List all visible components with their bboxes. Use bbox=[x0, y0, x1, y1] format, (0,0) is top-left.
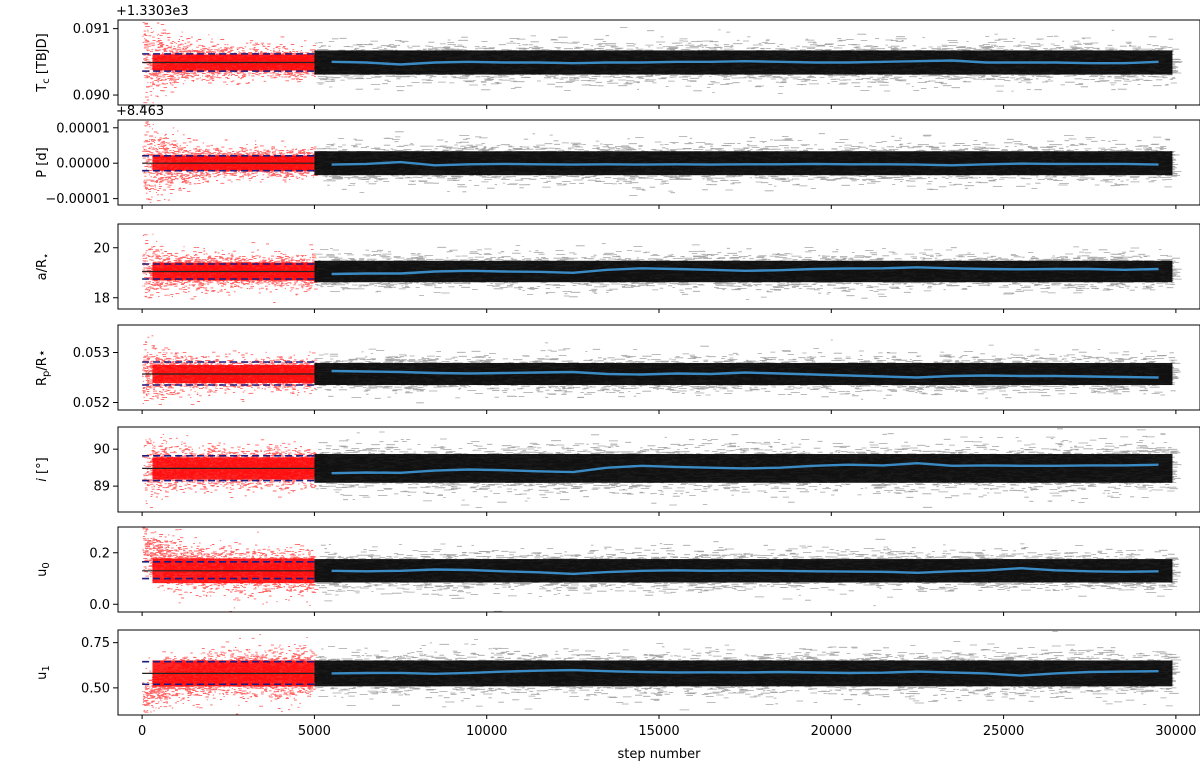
y-axis-label: Tc [TBJD] bbox=[35, 33, 52, 92]
y-axis-label-subscript: ⋆ bbox=[41, 253, 52, 259]
y-axis-label-subscript: p bbox=[41, 371, 52, 377]
panel-5: 89 90 i [°] bbox=[35, 426, 1200, 516]
panel-4: 0.052 0.053 Rp/R⋆ bbox=[35, 324, 1200, 414]
plot-area bbox=[142, 527, 1181, 612]
y-axis-label-main: i bbox=[35, 478, 50, 482]
burn-in-samples bbox=[142, 335, 318, 405]
y-axis-label-main: u bbox=[35, 672, 50, 680]
running-median-line bbox=[331, 668, 1159, 677]
y-axis-label-suffix: [°] bbox=[35, 457, 50, 478]
y-tick-label: 0.091 bbox=[73, 22, 110, 37]
y-tick-label: 0.090 bbox=[73, 89, 110, 104]
chain-samples bbox=[314, 27, 1183, 94]
chain-core-band bbox=[314, 362, 1173, 386]
panel-3: 18 20 a/R⋆ bbox=[35, 223, 1200, 313]
y-axis-label-main: T bbox=[35, 84, 50, 93]
y-tick-label: 90 bbox=[93, 443, 110, 458]
y-tick-label: −0.00001 bbox=[45, 192, 110, 207]
y-tick-label: 18 bbox=[93, 291, 110, 306]
panel-2: −0.00001 0.00000 0.00001 +8.463 P [d] bbox=[35, 104, 1200, 209]
burn-in-samples bbox=[142, 233, 319, 304]
x-tick-label: 30000 bbox=[1155, 724, 1196, 739]
y-tick-label: 0.50 bbox=[81, 681, 110, 696]
y-tick-label: 0.053 bbox=[73, 346, 110, 361]
x-tick-label: 10000 bbox=[466, 724, 507, 739]
x-tick-label: 25000 bbox=[983, 724, 1024, 739]
x-axis-label: step number bbox=[618, 747, 702, 762]
y-axis-label: u0 bbox=[35, 562, 52, 577]
x-axis: 0 5000 10000 15000 20000 25000 30000 bbox=[138, 724, 1197, 739]
y-tick-label: 0.052 bbox=[73, 396, 110, 411]
plot-area bbox=[142, 335, 1181, 405]
burn-in-samples bbox=[142, 634, 318, 715]
y-axis-label: Rp/R⋆ bbox=[35, 349, 52, 386]
x-tick-label: 0 bbox=[138, 724, 146, 739]
panel-6: 0.0 0.2 u0 bbox=[35, 526, 1200, 616]
panel-1: 0.090 0.091 +1.3303e3 Tc [TBJD] bbox=[35, 4, 1200, 109]
running-median-line bbox=[331, 369, 1159, 379]
y-tick-label: 0.00001 bbox=[56, 121, 110, 136]
burn-in-samples bbox=[142, 527, 319, 612]
y-tick-label: 89 bbox=[93, 480, 110, 495]
y-axis-label-suffix: [TBJD] bbox=[35, 33, 50, 78]
y-axis-label-suffix: /R⋆ bbox=[35, 349, 50, 371]
y-axis-label: u1 bbox=[35, 665, 52, 680]
y-tick-label: 0.00000 bbox=[56, 157, 110, 172]
y-axis-label-main: R bbox=[35, 377, 50, 386]
plot-area bbox=[142, 120, 1182, 205]
y-axis-label-subscript: 0 bbox=[41, 562, 52, 568]
axis-offset-label: +8.463 bbox=[116, 104, 164, 119]
y-tick-label: 0.2 bbox=[89, 546, 110, 561]
plot-area bbox=[142, 631, 1182, 715]
plot-area bbox=[142, 233, 1182, 304]
running-median-line bbox=[331, 566, 1159, 576]
x-tick-label: 5000 bbox=[298, 724, 331, 739]
x-tick-label: 15000 bbox=[638, 724, 679, 739]
y-axis-label-main: P [d] bbox=[35, 147, 50, 177]
running-median-line bbox=[331, 461, 1159, 475]
running-median-line bbox=[331, 266, 1159, 276]
running-median-line bbox=[331, 59, 1159, 66]
y-axis-label-subscript: c bbox=[41, 78, 52, 84]
axis-offset-label: +1.3303e3 bbox=[116, 4, 189, 19]
y-axis-label: P [d] bbox=[35, 147, 50, 177]
y-tick-label: 20 bbox=[93, 241, 110, 256]
panel-7: 0.50 0.75 u1 bbox=[35, 629, 1200, 719]
plot-area bbox=[142, 22, 1183, 105]
burn-in-samples bbox=[142, 22, 319, 105]
y-axis-label-main: u bbox=[35, 569, 50, 577]
y-axis-label: a/R⋆ bbox=[35, 253, 52, 281]
y-tick-label: 0.0 bbox=[89, 598, 110, 613]
x-tick-label: 20000 bbox=[811, 724, 852, 739]
plot-area bbox=[142, 427, 1182, 508]
y-tick-label: 0.75 bbox=[81, 636, 110, 651]
y-axis-label-main: a/R bbox=[35, 259, 50, 280]
y-axis-label-subscript: 1 bbox=[41, 665, 52, 671]
y-axis-label: i [°] bbox=[35, 457, 50, 481]
running-median-line bbox=[331, 160, 1159, 167]
